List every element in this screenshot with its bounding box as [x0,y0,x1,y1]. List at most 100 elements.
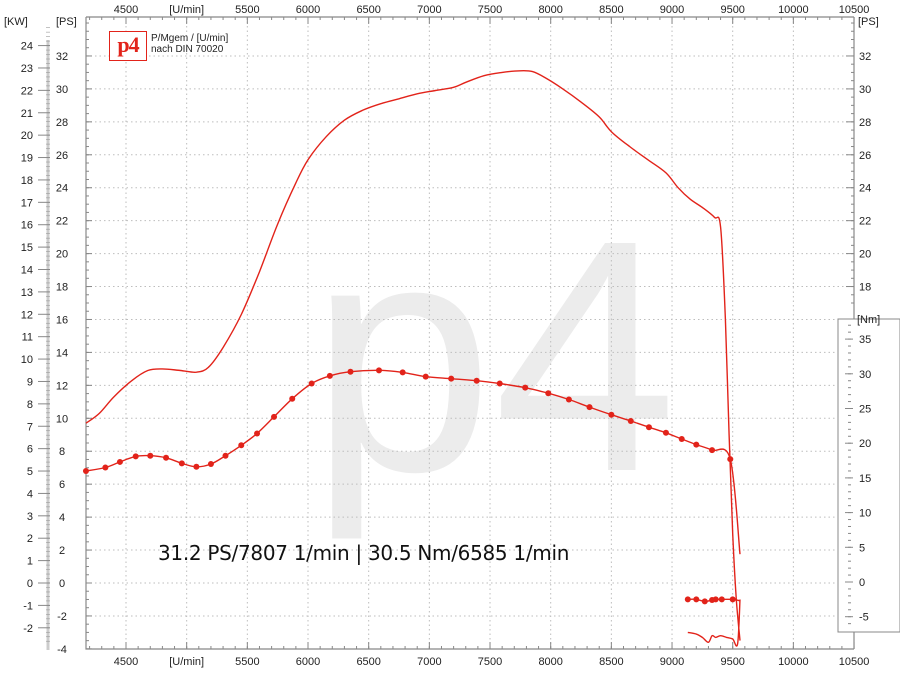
kw-tick-label: -1 [23,600,33,612]
data-point-marker [193,463,200,470]
ps-right-tick-label: 22 [859,216,871,228]
kw-tick-label: 22 [21,85,33,97]
data-point-marker [522,384,529,391]
data-point-marker [727,456,734,463]
chart-legend: P/Mgem / [U/min] nach DIN 70020 [151,33,228,55]
ps-tick-label: 10 [56,413,68,425]
data-point-marker [222,452,229,459]
kw-tick-label: 16 [21,220,33,232]
data-point-marker [147,452,154,459]
ps-tick-label: 26 [56,150,68,162]
ps-right-tick-label: 18 [859,282,871,294]
data-point-marker [586,404,593,411]
kw-tick-label: 8 [27,399,33,411]
kw-tick-label: 5 [27,466,33,478]
data-point-marker [82,467,89,474]
kw-tick-label: 3 [27,511,33,523]
data-point-marker [238,442,245,449]
peak-summary: 31.2 PS/7807 1/min | 30.5 Nm/6585 1/min [158,541,570,565]
data-point-marker [102,464,109,471]
kw-tick-label: 0 [27,578,33,590]
x-tick-label-top: 10500 [839,4,870,16]
ps-tick-label: 28 [56,117,68,129]
kw-tick-label: -2 [23,623,33,635]
x-tick-label-bottom: 7000 [417,656,441,668]
data-point-marker [678,436,685,443]
series-torque-nm- [82,367,741,555]
ps-unit-label-left: [PS] [56,16,77,28]
data-point-marker [693,441,700,448]
data-point-marker [289,395,296,402]
x-tick-label-top: 6000 [296,4,320,16]
x-tick-label-top: 5500 [235,4,259,16]
nm-unit-label: [Nm] [857,314,880,326]
kw-tick-label: 13 [21,287,33,299]
ps-tick-label: 24 [56,183,68,195]
logo-text: p4 [117,32,139,57]
x-tick-label-top: 9000 [660,4,684,16]
x-tick-label-top: [U/min] [169,4,204,16]
ps-right-tick-label: 28 [859,117,871,129]
ps-tick-label: 30 [56,84,68,96]
ps-tick-label: 32 [56,51,68,63]
ps-right-tick-label: 32 [859,51,871,63]
ps-tick-label: 22 [56,216,68,228]
x-tick-label-bottom: 5500 [235,656,259,668]
x-tick-label-bottom: 7500 [478,656,502,668]
nm-tick-label: 30 [859,369,871,381]
data-point-marker [448,375,455,382]
data-point-marker [545,390,552,397]
axes [38,16,900,650]
x-tick-label-bottom: 10000 [778,656,809,668]
kw-tick-label: 15 [21,242,33,254]
ps-tick-label: 0 [59,578,65,590]
ps-tick-label: -2 [57,611,67,623]
x-tick-label-bottom: [U/min] [169,656,204,668]
x-tick-label-top: 9500 [720,4,744,16]
kw-tick-label: 4 [27,488,33,500]
kw-unit-label: [KW] [4,16,28,28]
x-tick-label-bottom: 9000 [660,656,684,668]
data-point-marker [701,598,708,605]
data-point-marker [645,424,652,431]
data-point-marker [207,461,214,468]
kw-tick-label: 17 [21,197,33,209]
data-point-marker [308,380,315,387]
x-tick-label-top: 4500 [114,4,138,16]
nm-tick-label: 15 [859,473,871,485]
data-point-marker [718,596,725,603]
kw-tick-label: 1 [27,556,33,568]
axis-labels: 45004500[U/min][U/min]550055006000600065… [4,4,880,668]
kw-tick-label: 6 [27,444,33,456]
kw-tick-label: 11 [22,332,33,344]
kw-tick-label: 24 [21,41,33,53]
data-point-marker [608,411,615,418]
data-point-marker [473,377,480,384]
series-torque-trailing-segment-nm- [684,596,741,605]
x-tick-label-bottom: 10500 [839,656,870,668]
data-point-marker [326,372,333,379]
x-tick-label-top: 10000 [778,4,809,16]
kw-tick-label: 14 [21,265,33,277]
ps-right-tick-label: 24 [859,183,871,195]
nm-tick-label: 10 [859,508,871,520]
series-power-ps- [85,69,741,641]
watermark-p4: p4 [310,171,677,542]
data-point-marker [132,453,139,460]
data-point-marker [712,596,719,603]
ps-tick-label: 18 [56,282,68,294]
nm-tick-label: 5 [859,542,865,554]
x-tick-label-bottom: 6500 [356,656,380,668]
data-point-marker [496,380,503,387]
data-point-marker [254,430,261,437]
kw-tick-label: 12 [21,309,33,321]
kw-tick-label: 2 [27,533,33,545]
data-point-marker [178,460,185,467]
data-point-marker [271,413,278,420]
nm-tick-label: -5 [859,612,869,624]
x-tick-label-bottom: 8500 [599,656,623,668]
nm-tick-label: 35 [859,334,871,346]
kw-tick-label: 7 [27,421,33,433]
data-point-marker [729,596,736,603]
